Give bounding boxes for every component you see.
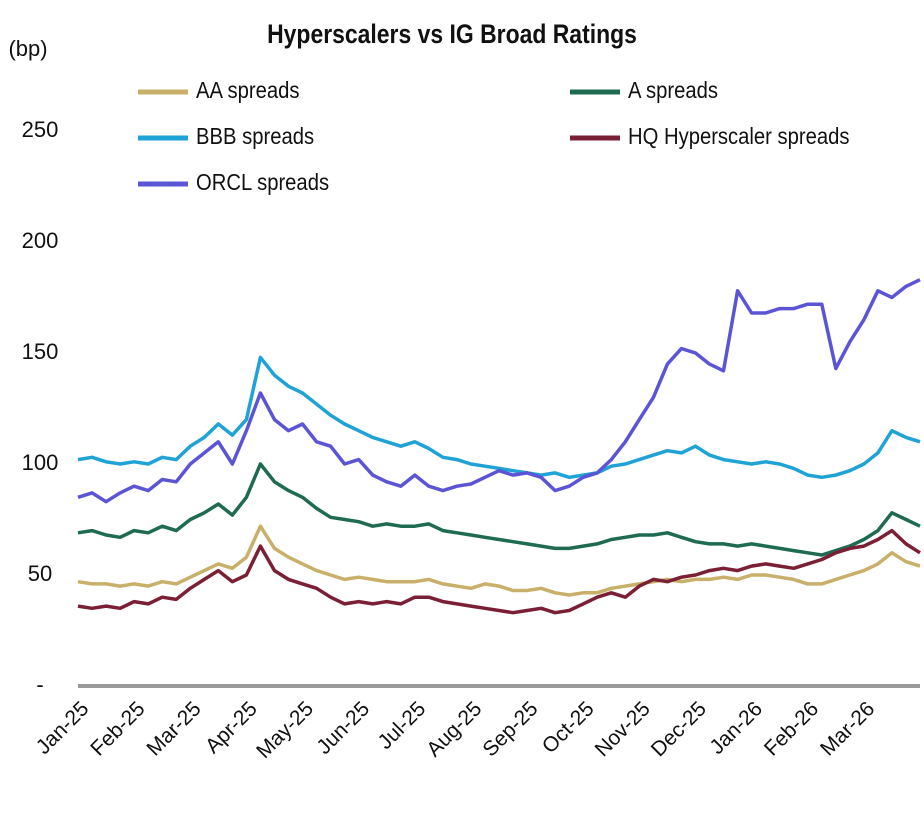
y-axis-label: (bp) [8,36,47,61]
x-tick-label: Feb-25 [86,697,149,760]
series-line [77,528,921,615]
x-tick-label: Feb-26 [760,697,823,760]
x-tick-label: Apr-25 [201,697,262,758]
x-tick-label: Jun-25 [312,697,374,759]
series-line [77,355,921,480]
x-tick-label: May-25 [252,697,318,763]
x-tick-label: Jan-25 [32,697,94,759]
legend-label: AA spreads [196,77,300,104]
legend-label: BBB spreads [196,123,314,150]
y-tick-label: 150 [22,339,59,364]
series-line [77,278,921,504]
x-tick-label: Aug-25 [422,697,486,761]
chart-title: Hyperscalers vs IG Broad Ratings [267,19,637,49]
x-tick-label: Jan-26 [705,697,767,759]
y-tick-label: 250 [22,117,59,142]
y-tick-label: 100 [22,450,59,475]
series-line [77,462,921,557]
x-tick-label: Mar-25 [142,697,205,760]
x-tick-label: Dec-25 [647,697,711,761]
series-line [77,524,921,597]
y-tick-label: 200 [22,228,59,253]
x-tick-label: Sep-25 [478,697,542,761]
x-tick-label: Mar-26 [816,697,879,760]
y-tick-label: - [36,672,43,697]
x-tick-label: Nov-25 [591,697,655,761]
legend-label: ORCL spreads [196,169,329,196]
y-tick-label: 50 [28,561,52,586]
legend-label: HQ Hyperscaler spreads [628,123,850,150]
x-tick-label: Oct-25 [538,697,599,758]
legend-label: A spreads [628,77,718,104]
